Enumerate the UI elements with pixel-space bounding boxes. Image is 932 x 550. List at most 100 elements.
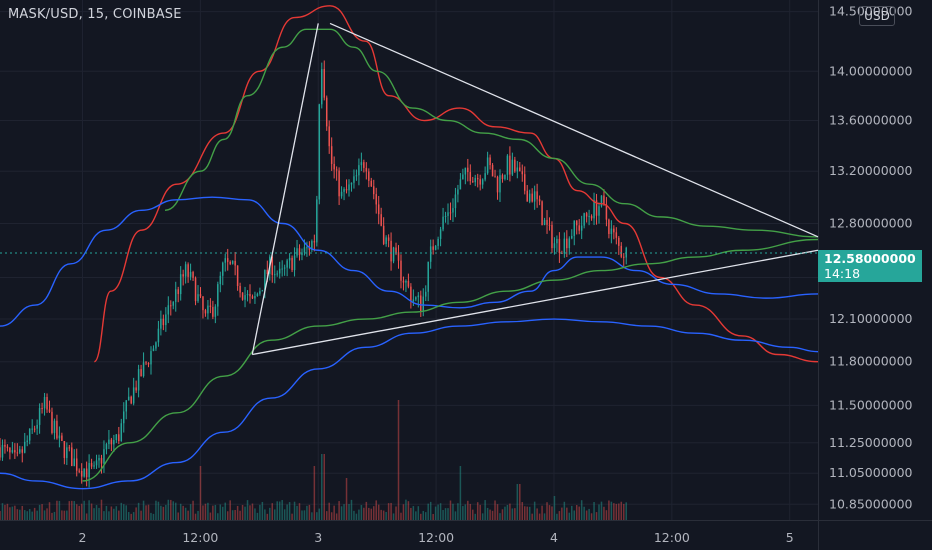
candle — [420, 295, 422, 312]
moving-average-green_slow — [82, 238, 819, 482]
time-tick-label: 3 — [314, 530, 322, 545]
candle — [429, 246, 432, 262]
candle — [462, 174, 464, 180]
volume-bar — [63, 510, 66, 520]
volume-bar — [437, 504, 439, 520]
volume-bar — [147, 504, 150, 520]
candle — [620, 245, 623, 257]
candle — [73, 458, 76, 467]
volume-bar — [447, 508, 449, 520]
volume-bar — [127, 512, 130, 520]
candle — [261, 290, 264, 292]
candle — [321, 69, 323, 105]
candle — [130, 396, 132, 404]
price-tick-label: 13.60000000 — [829, 113, 913, 128]
candle — [387, 237, 390, 241]
candle — [395, 247, 397, 253]
candle — [14, 450, 16, 453]
candle — [432, 246, 434, 250]
volume-bar — [432, 513, 434, 520]
time-tick-label: 2 — [79, 530, 87, 545]
candle — [464, 167, 467, 175]
volume-bar — [526, 506, 528, 520]
trendline — [251, 23, 319, 355]
candle — [467, 167, 469, 173]
volume-bar — [531, 513, 533, 520]
volume-bar — [14, 505, 16, 520]
volume-bar — [115, 506, 118, 520]
volume-bar — [276, 501, 278, 520]
volume-bar — [167, 499, 170, 520]
candle — [157, 328, 160, 343]
candle — [333, 163, 335, 170]
candle — [229, 261, 231, 264]
candle — [427, 261, 429, 292]
candle — [204, 310, 207, 314]
candle — [358, 165, 360, 176]
candle — [573, 220, 576, 236]
volume-bar — [491, 510, 494, 520]
candle — [56, 420, 58, 439]
candle — [214, 306, 217, 317]
candle — [36, 424, 38, 429]
volume-bar — [48, 502, 51, 520]
candle — [103, 449, 105, 464]
volume-bar — [187, 510, 189, 520]
candle — [202, 296, 204, 311]
volume-bar — [375, 500, 377, 520]
volume-bar — [548, 505, 551, 520]
candle — [95, 460, 98, 466]
volume-bar — [0, 510, 1, 520]
volume-bar — [506, 504, 509, 520]
candle — [46, 396, 48, 410]
volume-bar — [333, 505, 335, 520]
currency-button[interactable]: USD — [859, 6, 895, 26]
volume-bar — [571, 505, 573, 520]
volume-bar — [407, 501, 410, 520]
volume-bar — [142, 500, 145, 520]
candle — [177, 289, 179, 295]
candle — [486, 157, 489, 174]
candle — [345, 189, 348, 191]
volume-bar — [234, 510, 236, 520]
candle — [365, 167, 368, 172]
volume-bar — [321, 454, 323, 520]
volume-bar — [434, 506, 437, 520]
volume-bar — [439, 503, 442, 520]
candle — [541, 201, 543, 226]
candle — [301, 252, 303, 256]
candle — [222, 262, 224, 276]
candle — [489, 157, 491, 166]
candle — [155, 342, 157, 349]
price-tick-label: 11.25000000 — [829, 435, 913, 450]
candle — [303, 247, 306, 253]
candle — [571, 235, 573, 239]
candle — [382, 225, 385, 244]
candle — [523, 174, 526, 191]
price-tick-label: 11.50000000 — [829, 397, 913, 412]
volume-bar — [303, 510, 306, 520]
volume-bar — [88, 500, 90, 520]
candle — [491, 165, 494, 177]
candle — [402, 280, 405, 283]
volume-bar — [368, 507, 370, 520]
candle — [623, 256, 625, 258]
volume-bar — [125, 505, 127, 520]
candle — [335, 169, 338, 171]
volume-bar — [583, 506, 585, 520]
trendline — [329, 22, 819, 238]
candle — [244, 295, 246, 300]
candle — [533, 191, 536, 202]
candle — [585, 213, 588, 217]
candle — [546, 219, 548, 225]
symbol-title: MASK/USD, 15, COINBASE — [8, 7, 182, 22]
candle — [298, 248, 301, 256]
volume-bar — [224, 502, 226, 520]
volume-bar — [281, 500, 283, 520]
volume-bar — [415, 511, 417, 520]
candle — [323, 69, 326, 98]
candle — [249, 294, 251, 297]
volume-bar — [222, 506, 224, 520]
candle — [291, 257, 293, 271]
